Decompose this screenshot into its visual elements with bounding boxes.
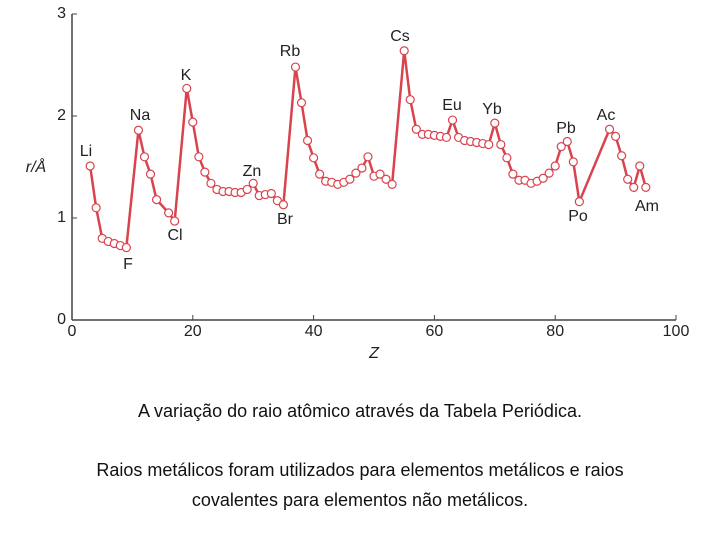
- data-point: [302, 135, 313, 146]
- data-point: [381, 174, 391, 184]
- element-label: Br: [277, 211, 294, 228]
- data-point: [351, 168, 361, 178]
- element-label: Li: [80, 143, 92, 160]
- x-tick-label: 40: [305, 323, 323, 340]
- data-point: [375, 169, 385, 179]
- data-point: [188, 117, 198, 127]
- element-label: Po: [568, 208, 588, 225]
- data-point: [242, 184, 252, 195]
- data-point: [91, 203, 101, 213]
- x-axis-label: Z: [368, 345, 380, 362]
- y-tick-label: 2: [57, 107, 66, 124]
- element-label: Pb: [556, 120, 576, 137]
- data-point: [617, 151, 627, 161]
- data-point: [145, 169, 156, 179]
- y-tick-label: 1: [57, 209, 66, 226]
- data-point: [623, 174, 633, 184]
- x-tick-label: 60: [426, 323, 444, 340]
- data-point: [248, 178, 258, 188]
- element-label: Am: [635, 198, 659, 215]
- y-axis-label: r/Å: [26, 157, 46, 176]
- x-tick-label: 100: [663, 323, 690, 340]
- element-label: F: [123, 256, 133, 273]
- data-point: [345, 174, 355, 184]
- element-label: K: [181, 67, 192, 84]
- data-point: [85, 161, 95, 171]
- data-point: [550, 161, 560, 171]
- element-label: Ac: [597, 107, 616, 124]
- data-point: [556, 142, 566, 152]
- data-point: [490, 118, 500, 128]
- data-point: [641, 182, 651, 192]
- data-point: [206, 178, 216, 188]
- data-point: [447, 115, 458, 125]
- data-point: [182, 83, 192, 94]
- data-point: [309, 153, 319, 163]
- data-point: [194, 152, 204, 162]
- element-label: Zn: [243, 163, 262, 180]
- element-label: Cl: [167, 227, 182, 244]
- data-point: [604, 124, 615, 134]
- y-tick-label: 0: [57, 311, 66, 328]
- element-label: Eu: [442, 97, 462, 114]
- data-point: [266, 188, 276, 199]
- data-point: [544, 168, 554, 178]
- data-point: [121, 242, 131, 253]
- data-point: [200, 167, 210, 177]
- data-point: [496, 139, 506, 150]
- data-point: [629, 182, 639, 192]
- element-label: Yb: [482, 101, 502, 118]
- y-tick-label: 3: [57, 5, 66, 22]
- data-point: [610, 131, 621, 141]
- data-point: [441, 132, 452, 143]
- data-point: [405, 95, 415, 105]
- x-tick-label: 20: [184, 323, 202, 340]
- data-point: [574, 197, 584, 207]
- element-label: Cs: [390, 28, 410, 45]
- data-point: [538, 173, 548, 183]
- data-point: [568, 157, 578, 167]
- data-point: [164, 208, 174, 218]
- element-label: Na: [130, 107, 151, 124]
- data-point: [357, 163, 367, 173]
- caption: A variação do raio atômico através da Ta…: [138, 401, 582, 421]
- data-point: [562, 136, 572, 147]
- x-tick-label: 0: [68, 323, 77, 340]
- data-point: [290, 62, 301, 72]
- data-point: [139, 152, 150, 162]
- data-point: [170, 216, 180, 226]
- data-point: [502, 153, 512, 163]
- data-point: [133, 125, 144, 135]
- note: Raios metálicos foram utilizados para el…: [96, 460, 624, 510]
- data-point: [315, 169, 325, 179]
- data-point: [411, 124, 421, 134]
- x-tick-label: 80: [546, 323, 564, 340]
- chart: Z r/Å 0 20 40 60 80 100 0 1 2 3 Li F Na Cl K Zn Br Rb Cs Eu…: [26, 5, 690, 362]
- data-point: [635, 161, 645, 171]
- element-label: Rb: [280, 43, 301, 60]
- data-point: [484, 139, 494, 150]
- data-point: [363, 152, 373, 162]
- data-point: [399, 46, 409, 56]
- data-point: [278, 200, 288, 210]
- data-point: [387, 179, 397, 189]
- data-point: [296, 98, 307, 108]
- data-point: [508, 169, 518, 179]
- data-point: [151, 195, 162, 205]
